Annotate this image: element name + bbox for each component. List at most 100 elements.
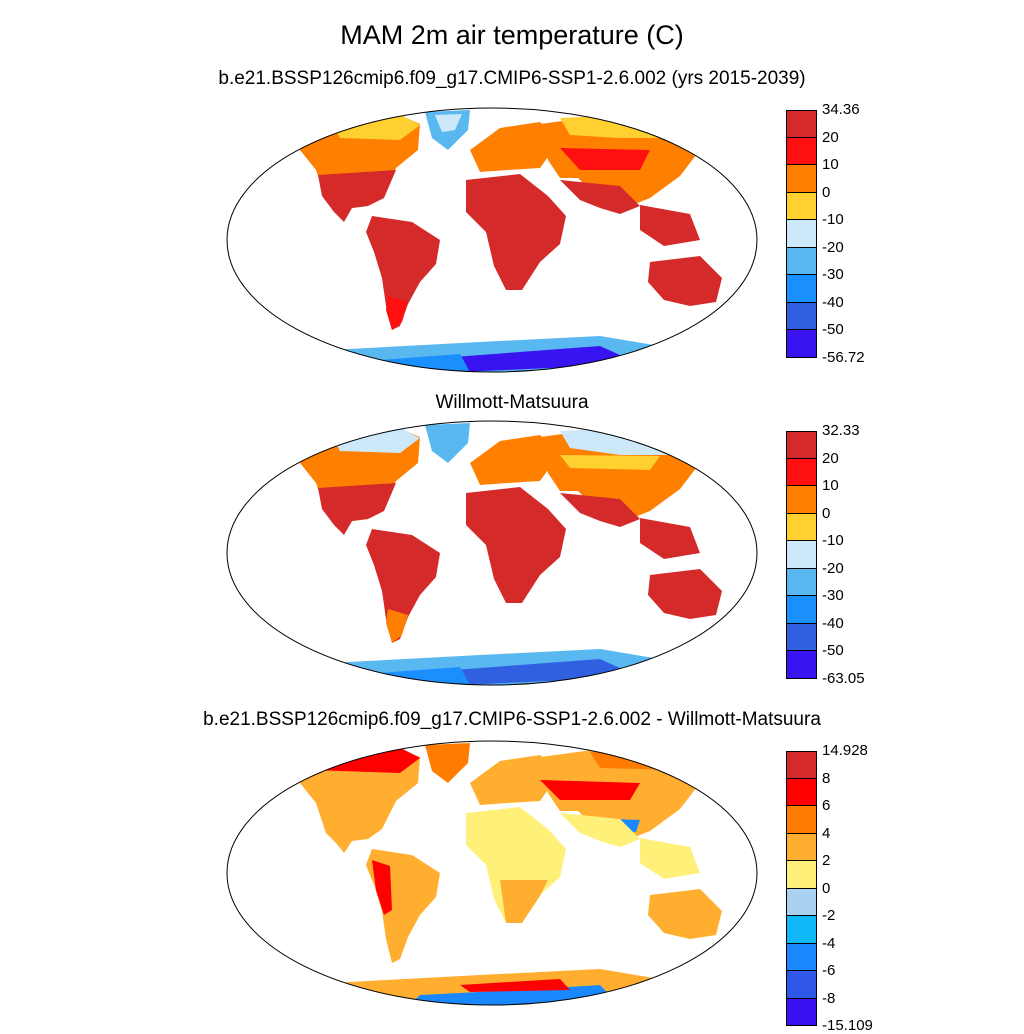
colorbar-swatch (786, 623, 817, 651)
colorbar-swatch (786, 916, 817, 944)
colorbar-frame (786, 110, 817, 358)
colorbar-swatch (786, 778, 817, 806)
colorbar-swatch (786, 806, 817, 834)
colorbar-label: -56.72 (822, 348, 865, 366)
figure-title: MAM 2m air temperature (C) (340, 20, 684, 50)
colorbar-label: 34.36 (822, 101, 860, 118)
southeast-asia (640, 838, 700, 879)
south-america-tip (386, 609, 408, 643)
colorbar-swatch (786, 165, 817, 193)
colorbar-label: 2 (822, 852, 831, 869)
colorbar-frame (786, 431, 817, 679)
map-panel-3 (226, 740, 758, 1006)
colorbar-swatch (786, 431, 817, 459)
colorbar-swatch (786, 943, 817, 971)
colorbar-label: -30 (822, 587, 844, 604)
colorbar-swatch (786, 192, 817, 220)
colorbar-swatch (786, 137, 817, 165)
greenland (425, 743, 470, 783)
south-asia (560, 813, 640, 847)
colorbar-label: -6 (822, 962, 836, 979)
colorbar-swatch (786, 486, 817, 514)
colorbar-label: -8 (822, 989, 836, 1007)
colorbar-swatch (786, 513, 817, 541)
colorbar-label: -20 (822, 559, 844, 577)
panel-3-title: b.e21.BSSP126cmip6.f09_g17.CMIP6-SSP1-2.… (203, 709, 821, 730)
colorbar-label: 0 (822, 183, 831, 201)
colorbar-swatch (786, 458, 817, 486)
africa (466, 174, 566, 290)
asia-north (590, 752, 690, 770)
colorbar-label: 6 (822, 797, 831, 814)
europe (470, 435, 560, 485)
colorbar-label: -30 (822, 266, 844, 283)
colorbar-label: -40 (822, 293, 844, 311)
greenland (425, 423, 470, 463)
colorbar-swatch (786, 596, 817, 624)
colorbar-swatch (786, 220, 817, 248)
north-america-south (318, 170, 396, 222)
colorbar-swatch (786, 568, 817, 596)
colorbar-label: -20 (822, 238, 844, 256)
colorbar-swatch (786, 247, 817, 275)
colorbar-label: -40 (822, 614, 844, 632)
colorbar-swatch (786, 651, 817, 679)
andes-warm (372, 860, 392, 915)
south-america (366, 529, 440, 643)
southeast-asia (640, 205, 700, 246)
africa-south (500, 880, 548, 923)
colorbar-swatch (786, 302, 817, 330)
map-panel-2 (226, 420, 758, 686)
colorbar-label: -2 (822, 907, 836, 924)
south-america-tip (386, 296, 408, 330)
antarctica-warm (460, 979, 570, 992)
colorbar-label: -63.05 (822, 669, 865, 687)
europe (470, 122, 560, 172)
colorbar-swatch (786, 541, 817, 569)
colorbar-label: 10 (822, 156, 839, 173)
siberia-band (560, 148, 650, 170)
colorbar-label: -10 (822, 211, 844, 228)
southeast-asia (640, 518, 700, 559)
greenland-core (435, 114, 462, 132)
colorbar-label: 8 (822, 769, 831, 787)
colorbar-label: -4 (822, 934, 836, 952)
panel-1-title: b.e21.BSSP126cmip6.f09_g17.CMIP6-SSP1-2.… (218, 68, 806, 89)
colorbar-swatch (786, 888, 817, 916)
colorbar-label: 20 (822, 128, 839, 146)
colorbar-swatch (786, 861, 817, 889)
australia (648, 256, 722, 306)
asia-north (560, 114, 700, 138)
panel-2-title: Willmott-Matsuura (435, 392, 589, 413)
colorbar-label: -50 (822, 321, 844, 338)
colorbar-label: 10 (822, 477, 839, 494)
colorbar-label: 14.928 (822, 742, 868, 759)
colorbar-label: 20 (822, 449, 839, 467)
colorbar-frame (786, 751, 817, 1026)
colorbar-swatch (786, 751, 817, 779)
colorbar-swatch (786, 275, 817, 303)
colorbar-swatch (786, 998, 817, 1026)
colorbar-label: 0 (822, 504, 831, 522)
south-america (366, 216, 440, 330)
colorbar-label: -15.109 (822, 1017, 873, 1034)
colorbar-label: -10 (822, 532, 844, 549)
asia-mid (560, 455, 660, 470)
africa (466, 487, 566, 603)
map-panel-1 (226, 107, 758, 373)
europe (470, 755, 560, 805)
australia (648, 889, 722, 939)
colorbar-swatch (786, 330, 817, 358)
siberia-warm (540, 780, 640, 800)
colorbar-label: -50 (822, 642, 844, 659)
colorbar-swatch (786, 110, 817, 138)
colorbar-label: 4 (822, 824, 831, 842)
colorbar-swatch (786, 833, 817, 861)
colorbar-label: 32.33 (822, 422, 860, 439)
south-asia (560, 180, 640, 214)
south-asia (560, 493, 640, 527)
australia (648, 569, 722, 619)
colorbar-label: 0 (822, 879, 831, 897)
colorbar-swatch (786, 971, 817, 999)
